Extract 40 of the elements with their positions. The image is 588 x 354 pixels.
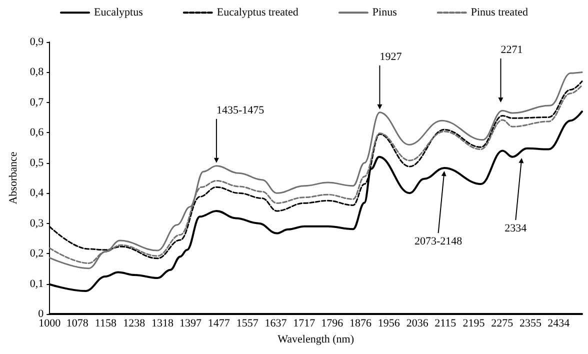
annotation: 2073-2148 bbox=[414, 236, 463, 248]
y-tick-label: 0,8 bbox=[30, 66, 44, 78]
legend-label: Pinus bbox=[372, 6, 397, 19]
x-tick-label: 2115 bbox=[434, 318, 457, 330]
annotation: 2334 bbox=[504, 222, 528, 235]
legend-label: Pinus treated bbox=[470, 6, 529, 19]
x-tick-label: 2355 bbox=[520, 318, 542, 330]
x-tick-label: 1000 bbox=[38, 318, 62, 330]
y-axis-title: Absorbance bbox=[8, 152, 20, 204]
annotation: 1927 bbox=[380, 50, 402, 63]
x-tick-label: 2036 bbox=[406, 318, 429, 330]
legend-label: Eucalyptus bbox=[94, 6, 143, 19]
x-axis-title: Wavelength (nm) bbox=[278, 333, 354, 346]
x-tick-label: 2275 bbox=[491, 318, 514, 330]
y-tick-label: 0,3 bbox=[30, 217, 44, 230]
y-tick-label: 0 bbox=[38, 308, 44, 320]
legend-label: Eucalyptus treated bbox=[216, 6, 299, 19]
y-tick-label: 0,1 bbox=[30, 278, 44, 290]
x-tick-label: 1318 bbox=[152, 318, 174, 330]
y-tick-label: 0,2 bbox=[30, 248, 44, 260]
x-tick-label: 1717 bbox=[293, 318, 316, 330]
y-tick-label: 0,4 bbox=[30, 187, 44, 200]
x-tick-label: 1876 bbox=[350, 318, 372, 330]
y-tick-label: 0,9 bbox=[30, 36, 44, 48]
x-tick-label: 1956 bbox=[378, 318, 400, 330]
x-tick-label: 1397 bbox=[180, 318, 202, 330]
x-tick-label: 1477 bbox=[208, 318, 230, 330]
y-tick-label: 0,7 bbox=[30, 96, 44, 108]
x-tick-label: 1158 bbox=[94, 318, 118, 330]
x-tick-label: 1796 bbox=[321, 318, 344, 330]
x-tick-label: 2434 bbox=[548, 318, 570, 330]
x-tick-label: 2195 bbox=[462, 318, 486, 330]
x-tick-label: 1078 bbox=[66, 318, 89, 330]
y-tick-label: 0,6 bbox=[30, 126, 44, 139]
annotation: 2271 bbox=[500, 44, 523, 56]
x-tick-label: 1238 bbox=[123, 318, 146, 330]
annotation: 1435-1475 bbox=[216, 104, 265, 116]
x-tick-label: 1557 bbox=[236, 318, 259, 330]
y-tick-label: 0,5 bbox=[30, 156, 44, 169]
x-tick-label: 1637 bbox=[264, 318, 288, 330]
